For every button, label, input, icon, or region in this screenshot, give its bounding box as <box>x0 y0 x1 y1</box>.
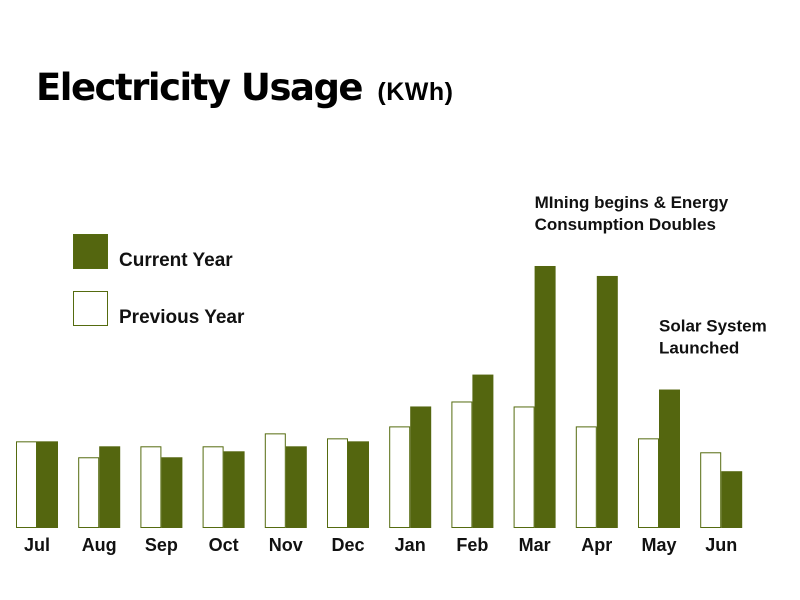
annotation-mar-line-1: MIning begins & Energy <box>535 193 729 212</box>
legend-label-previous: Previous Year <box>119 307 245 328</box>
annotation-may-line-1: Solar System <box>659 317 767 336</box>
bar-current-oct <box>223 451 245 528</box>
bar-current-nov <box>285 446 307 528</box>
legend-item-previous: Previous Year <box>73 291 245 328</box>
bar-previous-apr <box>575 426 597 529</box>
annotation-mar-line-2: Consumption Doubles <box>535 215 716 234</box>
x-tick-may: May <box>641 535 676 555</box>
bar-current-dec <box>348 441 369 528</box>
x-tick-jan: Jan <box>395 535 426 555</box>
legend-item-current: Current Year <box>73 234 233 271</box>
x-tick-jun: Jun <box>705 535 737 555</box>
x-tick-feb: Feb <box>456 535 488 555</box>
bar-previous-dec <box>327 438 348 529</box>
bar-previous-nov <box>264 433 286 528</box>
legend-swatch-previous <box>73 291 108 326</box>
x-tick-mar: Mar <box>519 535 551 555</box>
chart-title-unit: (KWh) <box>377 78 454 106</box>
bar-previous-jul <box>16 441 37 529</box>
bar-previous-jun <box>700 452 722 529</box>
bar-current-mar <box>534 265 556 528</box>
x-tick-apr: Apr <box>581 535 612 555</box>
bar-previous-oct <box>202 446 224 529</box>
bar-previous-aug <box>78 457 100 528</box>
bar-current-apr <box>596 275 618 528</box>
bar-previous-jan <box>389 426 411 529</box>
legend-swatch-current <box>73 234 108 269</box>
x-tick-dec: Dec <box>331 535 364 555</box>
bar-current-jun <box>721 471 743 528</box>
bar-current-may <box>659 389 680 528</box>
x-tick-jul: Jul <box>24 535 50 555</box>
bar-current-jan <box>410 406 432 528</box>
chart-title: Electricity Usage (KWh) <box>36 66 454 109</box>
bar-current-sep <box>161 457 183 528</box>
bar-previous-feb <box>451 401 473 528</box>
x-tick-oct: Oct <box>209 535 239 555</box>
bar-current-feb <box>472 374 494 528</box>
bar-current-aug <box>99 446 121 528</box>
chart-title-main: Electricity Usage <box>36 66 364 109</box>
bar-previous-may <box>638 438 659 529</box>
x-tick-sep: Sep <box>145 535 178 555</box>
bar-previous-sep <box>140 446 162 529</box>
annotation-may-line-2: Launched <box>659 339 739 358</box>
legend-label-current: Current Year <box>119 250 233 271</box>
bar-previous-mar <box>513 406 535 529</box>
x-tick-aug: Aug <box>82 535 117 555</box>
x-tick-nov: Nov <box>269 535 303 555</box>
bar-current-jul <box>37 441 58 528</box>
